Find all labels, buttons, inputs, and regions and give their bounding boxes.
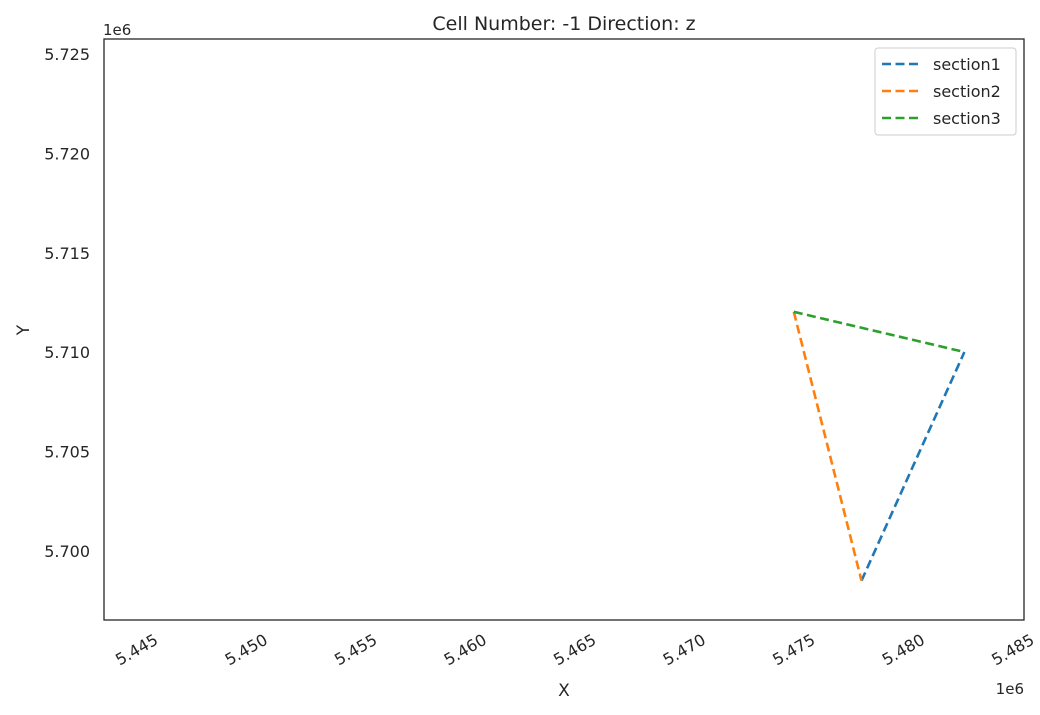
x-tick-label: 5.480 [879, 630, 928, 669]
x-tick-label: 5.455 [331, 630, 380, 669]
series-line-section2 [792, 311, 863, 582]
y-tick-label: 5.700 [44, 542, 90, 561]
x-tick-label: 5.475 [769, 630, 818, 669]
y-tick-label: 5.715 [44, 244, 90, 263]
legend-label-section1: section1 [933, 55, 1001, 74]
x-tick-label: 5.485 [988, 630, 1037, 669]
x-tick-label: 5.445 [112, 630, 161, 669]
x-tick-label: 5.465 [550, 630, 599, 669]
legend: section1 section2 section3 [874, 47, 1017, 136]
series-lines [792, 310, 966, 582]
x-tick-label: 5.470 [660, 630, 709, 669]
y-tick-label: 5.725 [44, 45, 90, 64]
legend-label-section3: section3 [933, 109, 1001, 128]
y-offset-label: 1e6 [103, 21, 131, 39]
y-tick-label: 5.720 [44, 144, 90, 163]
legend-label-section2: section2 [933, 82, 1001, 101]
legend-box [874, 47, 1017, 136]
x-tick-label: 5.460 [441, 630, 490, 669]
series-line-section3 [793, 310, 965, 354]
plot-area-frame [103, 38, 1025, 621]
y-axis-label: Y [14, 324, 34, 336]
x-axis-label: X [558, 681, 570, 701]
y-axis-ticks: 5.700 5.705 5.710 5.715 5.720 5.725 [44, 45, 90, 561]
y-tick-label: 5.705 [44, 443, 90, 462]
x-axis-ticks: 5.445 5.450 5.455 5.460 5.465 5.470 5.475 5.480… [112, 630, 1037, 669]
series-line-section1 [860, 351, 966, 582]
chart-title: Cell Number: -1 Direction: z [432, 13, 695, 35]
y-tick-label: 5.710 [44, 343, 90, 362]
x-tick-label: 5.450 [222, 630, 271, 669]
x-offset-label: 1e6 [996, 680, 1024, 698]
